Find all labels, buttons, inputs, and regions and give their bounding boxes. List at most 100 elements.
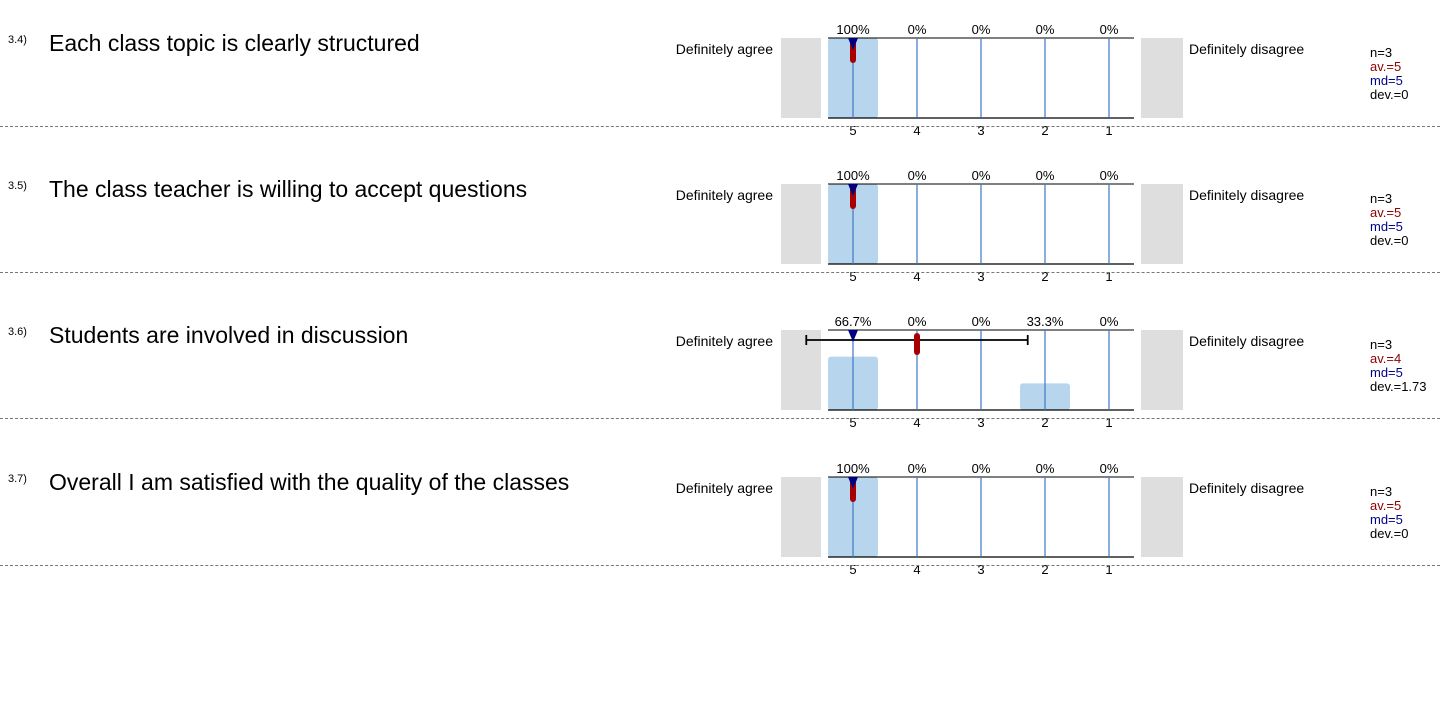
median-marker bbox=[848, 477, 858, 489]
tick-label: 4 bbox=[913, 269, 920, 284]
percent-label: 0% bbox=[1100, 22, 1119, 37]
percent-label: 66.7% bbox=[835, 314, 872, 329]
stat-average: av.=5 bbox=[1370, 205, 1402, 220]
percent-label: 33.3% bbox=[1027, 314, 1064, 329]
statistics-block: n=3 av.=5 md=5 dev.=0 bbox=[1370, 485, 1408, 541]
tick-label: 5 bbox=[849, 415, 856, 430]
count-label: 0 bbox=[1041, 165, 1048, 167]
count-label: 0 bbox=[913, 19, 920, 21]
stat-deviation: dev.=1.73 bbox=[1370, 379, 1427, 394]
median-marker bbox=[848, 38, 858, 50]
count-label: 0 bbox=[1105, 311, 1112, 313]
tick-label: 1 bbox=[1105, 123, 1112, 138]
histogram-chart: 3100%500%400%300%200%1 bbox=[0, 0, 1440, 20]
percent-label: 0% bbox=[1100, 314, 1119, 329]
stat-median: md=5 bbox=[1370, 365, 1403, 380]
right-pole-label: Definitely disagree bbox=[1189, 41, 1305, 57]
percent-label: 0% bbox=[972, 314, 991, 329]
percent-label: 0% bbox=[1036, 22, 1055, 37]
count-label: 3 bbox=[849, 19, 856, 21]
stat-average: av.=4 bbox=[1370, 351, 1402, 366]
statistics-block: n=3 av.=5 md=5 dev.=0 bbox=[1370, 46, 1408, 102]
count-label: 1 bbox=[1041, 311, 1048, 313]
evaluation-item: 3.5) The class teacher is willing to acce… bbox=[0, 165, 1440, 313]
stat-n: n=3 bbox=[1370, 484, 1393, 499]
question-number: 3.4) bbox=[8, 34, 27, 46]
mean-marker bbox=[914, 333, 920, 355]
percent-label: 0% bbox=[908, 22, 927, 37]
tick-label: 3 bbox=[977, 415, 984, 430]
question-number: 3.7) bbox=[8, 473, 27, 485]
question-number: 3.5) bbox=[8, 180, 27, 192]
count-label: 0 bbox=[913, 311, 920, 313]
statistics-block: n=3 av.=5 md=5 dev.=0 bbox=[1370, 192, 1408, 248]
right-pole-box bbox=[1141, 38, 1183, 118]
left-pole-label: Definitely agree bbox=[675, 187, 773, 203]
count-label: 0 bbox=[977, 458, 984, 460]
percent-label: 0% bbox=[972, 22, 991, 37]
count-label: 0 bbox=[977, 165, 984, 167]
tick-label: 1 bbox=[1105, 415, 1112, 430]
row-separator bbox=[0, 272, 1440, 273]
stat-deviation: dev.=0 bbox=[1370, 233, 1409, 248]
stat-deviation: dev.=0 bbox=[1370, 87, 1409, 102]
left-pole-box bbox=[781, 38, 821, 118]
left-pole-label: Definitely agree bbox=[675, 41, 773, 57]
percent-label: 100% bbox=[836, 461, 870, 476]
percent-label: 100% bbox=[836, 22, 870, 37]
right-pole-label: Definitely disagree bbox=[1189, 333, 1305, 349]
right-pole-label: Definitely disagree bbox=[1189, 187, 1305, 203]
stat-n: n=3 bbox=[1370, 337, 1393, 352]
count-label: 0 bbox=[913, 165, 920, 167]
row-separator bbox=[0, 126, 1440, 127]
tick-label: 3 bbox=[977, 123, 984, 138]
percent-label: 100% bbox=[836, 168, 870, 183]
percent-label: 0% bbox=[1100, 168, 1119, 183]
count-label: 2 bbox=[849, 311, 856, 313]
question-text: Students are involved in discussion bbox=[49, 322, 409, 348]
evaluation-item: 3.7) Overall I am satisfied with the qual… bbox=[0, 458, 1440, 606]
question-text: Each class topic is clearly structured bbox=[49, 30, 420, 56]
tick-label: 2 bbox=[1041, 415, 1048, 430]
mean-marker bbox=[850, 41, 856, 63]
row-separator bbox=[0, 418, 1440, 419]
tick-label: 5 bbox=[849, 269, 856, 284]
tick-label: 1 bbox=[1105, 562, 1112, 577]
tick-label: 2 bbox=[1041, 123, 1048, 138]
mean-marker bbox=[850, 480, 856, 502]
right-pole-box bbox=[1141, 477, 1183, 557]
percent-label: 0% bbox=[908, 168, 927, 183]
tick-label: 3 bbox=[977, 562, 984, 577]
stat-median: md=5 bbox=[1370, 219, 1403, 234]
stat-deviation: dev.=0 bbox=[1370, 526, 1409, 541]
tick-label: 2 bbox=[1041, 562, 1048, 577]
right-pole-box bbox=[1141, 330, 1183, 410]
histogram-chart: 3100%500%400%300%200%1 bbox=[781, 458, 1183, 577]
right-pole-box bbox=[1141, 184, 1183, 264]
row-separator bbox=[0, 565, 1440, 566]
stat-n: n=3 bbox=[1370, 45, 1393, 60]
tick-label: 4 bbox=[913, 123, 920, 138]
left-pole-box bbox=[781, 477, 821, 557]
stat-median: md=5 bbox=[1370, 73, 1403, 88]
count-label: 0 bbox=[1105, 165, 1112, 167]
percent-label: 0% bbox=[908, 314, 927, 329]
tick-label: 4 bbox=[913, 562, 920, 577]
tick-label: 1 bbox=[1105, 269, 1112, 284]
stat-average: av.=5 bbox=[1370, 59, 1402, 74]
tick-label: 3 bbox=[977, 269, 984, 284]
median-marker bbox=[848, 330, 858, 342]
percent-label: 0% bbox=[972, 461, 991, 476]
percent-label: 0% bbox=[1100, 461, 1119, 476]
question-text: The class teacher is willing to accept q… bbox=[49, 176, 528, 202]
left-pole-label: Definitely agree bbox=[675, 333, 773, 349]
tick-label: 4 bbox=[913, 415, 920, 430]
count-label: 3 bbox=[849, 165, 856, 167]
evaluation-item: 3.3)Effort is made to make me understand… bbox=[0, 0, 1440, 20]
count-label: 0 bbox=[913, 458, 920, 460]
tick-label: 5 bbox=[849, 123, 856, 138]
left-pole-box bbox=[781, 184, 821, 264]
count-label: 0 bbox=[1105, 19, 1112, 21]
evaluation-item: 3.6) Students are involved in discussion 2… bbox=[0, 311, 1440, 459]
percent-label: 0% bbox=[1036, 168, 1055, 183]
